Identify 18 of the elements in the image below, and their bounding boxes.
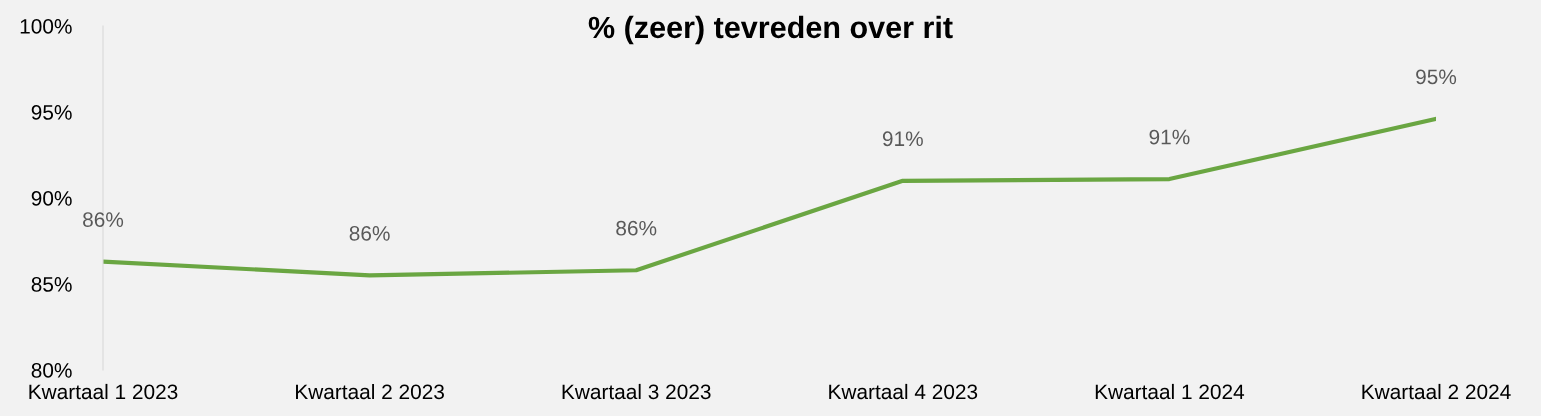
data-label: 86% xyxy=(349,225,390,241)
data-label: 86% xyxy=(616,220,657,236)
x-tick-label: Kwartaal 2 2023 xyxy=(296,383,444,400)
data-label: 86% xyxy=(83,212,124,227)
x-tick-label: Kwartaal 3 2023 xyxy=(562,383,711,400)
y-tick-label: 80% xyxy=(31,363,72,378)
x-tick-label: Kwartaal 1 2023 xyxy=(29,383,178,400)
data-label: 95% xyxy=(1416,69,1457,85)
data-label: 91% xyxy=(1149,129,1190,145)
y-tick-label: 95% xyxy=(31,105,72,120)
x-tick-label: Kwartaal 4 2023 xyxy=(829,383,978,400)
x-tick-label: Kwartaal 2 2024 xyxy=(1362,383,1511,400)
chart-title: % (zeer) tevreden over rit xyxy=(588,15,953,45)
y-tick-label: 90% xyxy=(31,191,72,206)
x-tick-label: Kwartaal 1 2024 xyxy=(1095,383,1245,400)
y-tick-label: 100% xyxy=(20,19,72,34)
y-tick-label: 85% xyxy=(31,277,72,292)
data-label: 91% xyxy=(882,131,923,147)
